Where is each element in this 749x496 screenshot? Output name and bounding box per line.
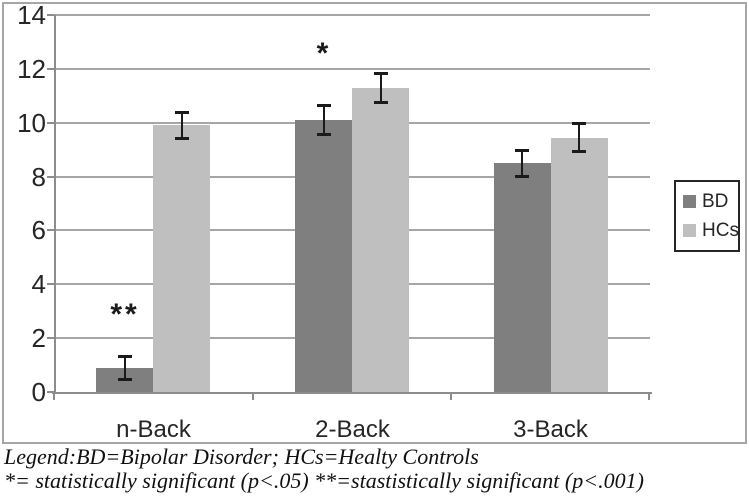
significance-marker: ** (110, 298, 140, 331)
y-tick-mark (47, 176, 54, 178)
y-tick-label: 14 (17, 0, 46, 30)
y-tick-mark (47, 68, 54, 70)
legend-label: BD (702, 191, 729, 212)
y-tick-label: 4 (31, 269, 46, 299)
error-bar-cap-bottom (515, 175, 529, 178)
y-tick-label: 8 (31, 162, 46, 192)
bar-bd-2-back (295, 120, 352, 392)
gridline (54, 68, 650, 70)
error-bar-cap-bottom (374, 101, 388, 104)
y-tick-mark (47, 337, 54, 339)
bar-hcs-n-back (153, 125, 210, 392)
x-tick-mark (252, 392, 254, 400)
error-bar-line (124, 356, 126, 380)
y-tick-mark (47, 122, 54, 124)
y-tick-mark (47, 229, 54, 231)
x-category-label: n-Back (116, 416, 191, 443)
error-bar-cap-top (572, 122, 586, 125)
x-tick-mark (450, 392, 452, 400)
y-tick-mark (47, 391, 54, 393)
error-bar-line (323, 105, 325, 135)
error-bar-line (380, 73, 382, 103)
y-tick-label: 2 (31, 323, 46, 353)
y-tick-mark (47, 14, 54, 16)
error-bar-cap-bottom (572, 150, 586, 153)
caption-line1: Legend:BD=Bipolar Disorder; HCs=Healty C… (4, 444, 479, 469)
legend-swatch-bd (683, 195, 696, 208)
error-bar-line (181, 112, 183, 139)
y-tick-label: 6 (31, 215, 46, 245)
significance-marker: * (316, 37, 332, 70)
x-category-label: 3-Back (513, 416, 588, 443)
plot-area: 0 2 4 6 8 10 12 14 ** * n-Back 2-Back 3-Back (17, 0, 652, 443)
error-bar-cap-bottom (118, 378, 132, 381)
x-tick-mark (53, 392, 55, 400)
y-tick-label: 0 (31, 377, 46, 407)
legend-swatch-hcs (683, 224, 696, 237)
gridline (54, 14, 650, 16)
error-bar-cap-top (374, 72, 388, 75)
error-bar-line (578, 123, 580, 153)
y-axis-line (54, 15, 56, 394)
y-tick-label: 10 (17, 108, 46, 138)
y-tick-mark (47, 283, 54, 285)
legend-label: HCs (702, 220, 739, 241)
caption-line2: *= statistically significant (p<.05) **=… (4, 468, 644, 493)
error-bar-cap-top (118, 355, 132, 358)
error-bar-cap-top (175, 111, 189, 114)
error-bar-cap-top (515, 149, 529, 152)
bar-bd-3-back (494, 163, 551, 392)
error-bar-cap-bottom (175, 137, 189, 140)
legend-item: HCs (683, 220, 739, 241)
bar-hcs-2-back (352, 88, 409, 392)
caption: Legend:BD=Bipolar Disorder; HCs=Healty C… (4, 445, 644, 493)
y-tick-label: 12 (17, 54, 46, 84)
x-tick-mark (648, 392, 650, 400)
error-bar-cap-bottom (317, 133, 331, 136)
legend-item: BD (683, 192, 738, 211)
error-bar-cap-top (317, 104, 331, 107)
x-category-label: 2-Back (315, 416, 390, 443)
bar-hcs-3-back (551, 138, 608, 392)
error-bar-line (521, 150, 523, 177)
chart-legend: BD HCs (674, 180, 740, 252)
x-axis-line (52, 392, 652, 394)
